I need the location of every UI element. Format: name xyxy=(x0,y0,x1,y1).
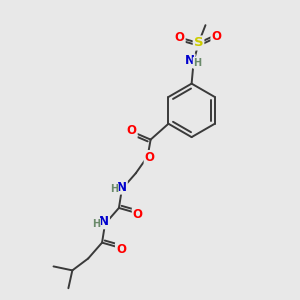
Text: N: N xyxy=(184,54,195,67)
Text: O: O xyxy=(175,31,185,44)
Text: H: H xyxy=(110,184,118,194)
Text: O: O xyxy=(212,30,221,43)
Text: O: O xyxy=(127,124,137,137)
Text: S: S xyxy=(194,37,203,50)
Text: O: O xyxy=(116,243,126,256)
Text: N: N xyxy=(99,215,109,228)
Text: H: H xyxy=(194,58,202,68)
Text: N: N xyxy=(117,181,127,194)
Text: O: O xyxy=(145,151,154,164)
Text: O: O xyxy=(133,208,143,221)
Text: H: H xyxy=(92,219,100,229)
